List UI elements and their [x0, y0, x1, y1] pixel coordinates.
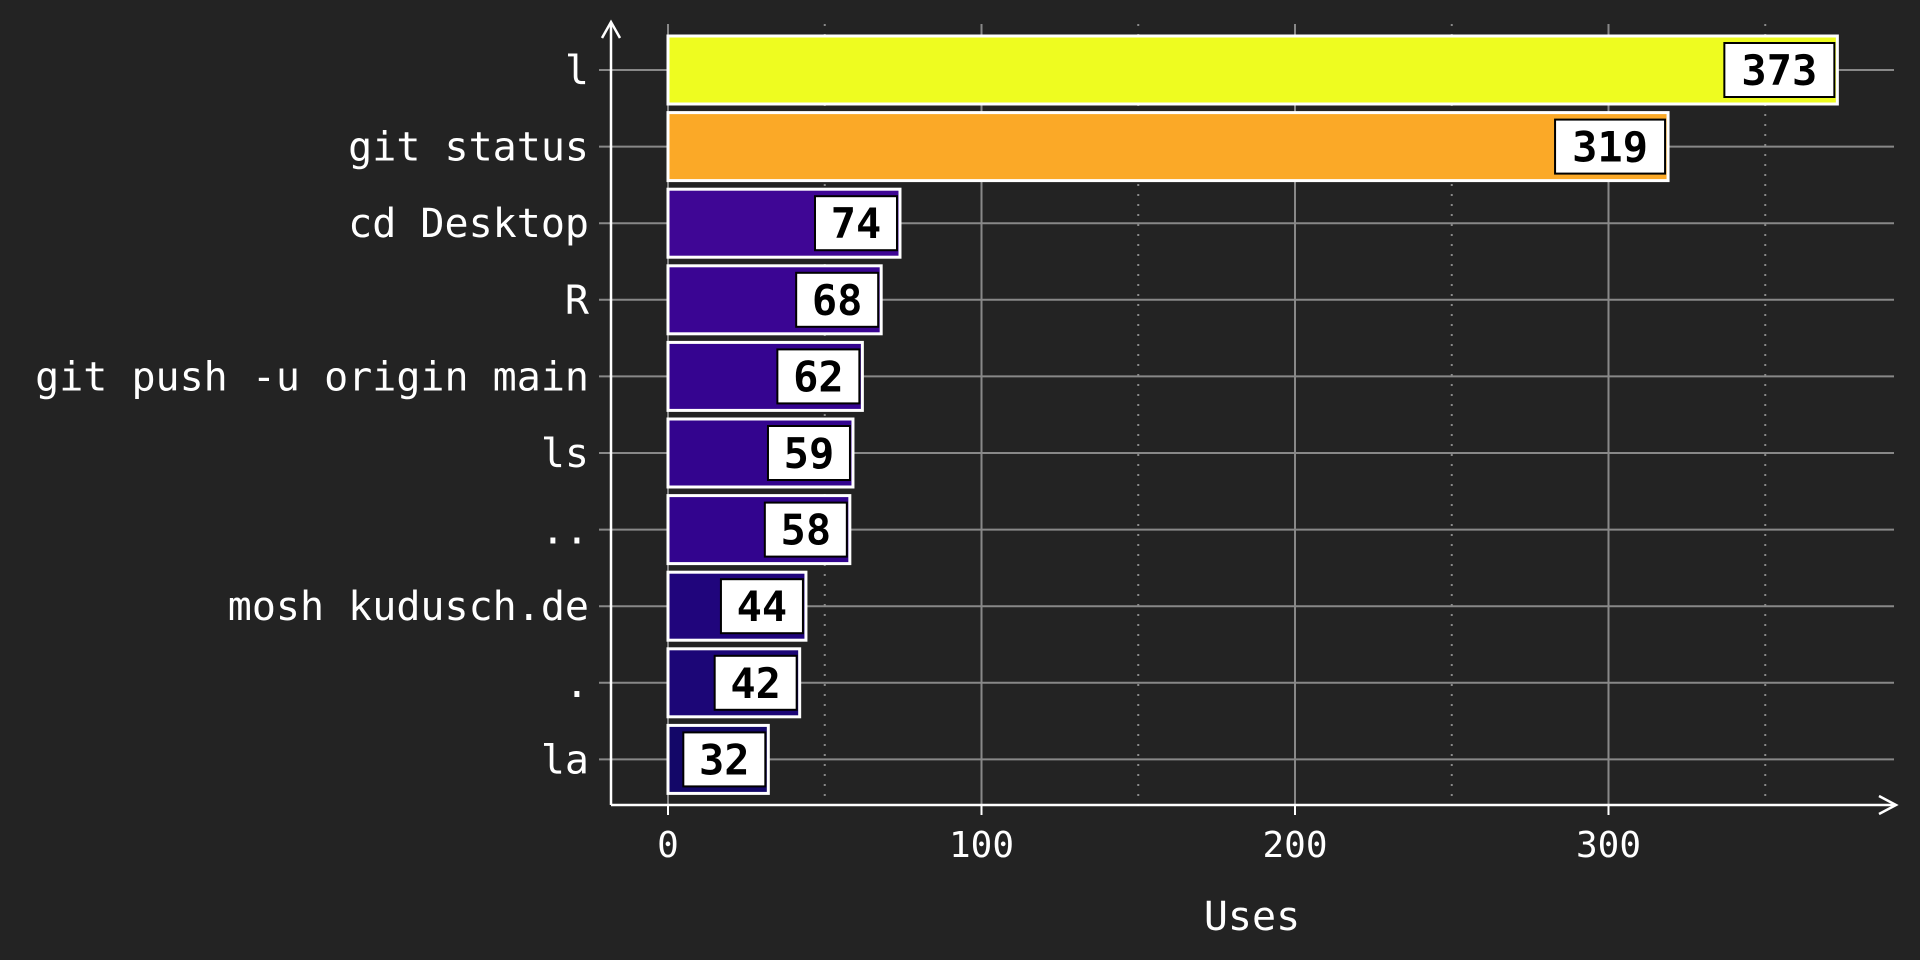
category-label: la [541, 737, 589, 783]
x-axis-title: Uses [1204, 894, 1300, 940]
data-label: 373 [1741, 46, 1817, 95]
data-label-box [1723, 42, 1836, 98]
x-tick-label: 100 [949, 825, 1014, 866]
data-label: 32 [699, 735, 750, 784]
bar [666, 111, 1670, 183]
bar [666, 34, 1839, 106]
x-tick-label: 0 [657, 825, 679, 866]
data-label-box [795, 271, 880, 328]
y-axis-arrow-icon [600, 19, 622, 39]
category-label: git push -u origin main [35, 354, 589, 400]
x-tick-label: 300 [1576, 825, 1641, 866]
data-label: 42 [730, 659, 781, 708]
category-label: l [565, 48, 589, 94]
data-label: 319 [1572, 123, 1648, 172]
category-label: ls [541, 431, 589, 477]
category-label: mosh kudusch.de [228, 584, 589, 630]
data-label: 68 [812, 276, 863, 325]
x-tick-label: 200 [1262, 825, 1327, 866]
data-label-box [763, 501, 848, 558]
data-label: 74 [831, 199, 882, 248]
data-label-box [1554, 118, 1667, 175]
axes [600, 19, 1899, 816]
data-label-box [766, 425, 851, 481]
data-label-box [682, 731, 767, 788]
x-tick-labels: 0 100 200 300 [657, 805, 1641, 866]
category-label: .. [541, 508, 589, 554]
data-label: 58 [781, 506, 832, 555]
category-label: . [565, 661, 589, 707]
data-label: 62 [793, 352, 844, 401]
data-label-box [719, 578, 804, 635]
data-labels: 373 319 74 68 62 59 58 44 42 32 [682, 42, 1836, 788]
data-label-box [713, 654, 798, 711]
data-label-box [813, 195, 898, 252]
data-label: 44 [737, 582, 788, 631]
category-label: git status [348, 125, 589, 171]
x-axis-arrow-icon [1878, 794, 1899, 816]
data-label-box [776, 348, 861, 405]
category-label: R [565, 278, 590, 324]
data-label: 59 [784, 429, 835, 478]
category-label: cd Desktop [348, 201, 589, 247]
